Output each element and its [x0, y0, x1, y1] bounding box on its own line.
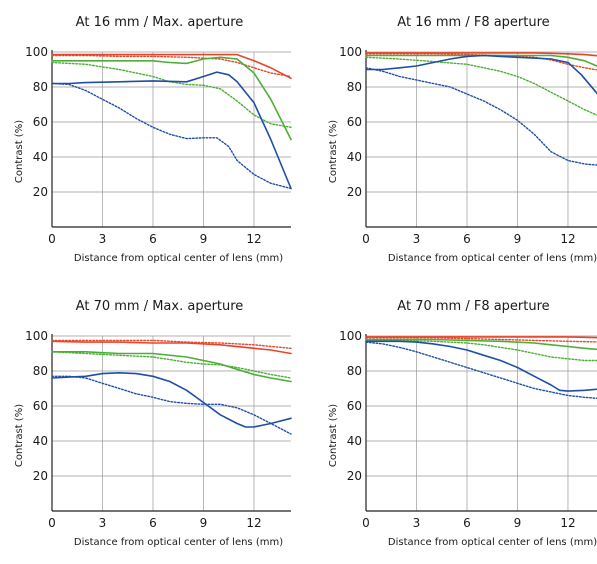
y-tick-label: 60: [33, 115, 48, 129]
x-axis-label: Distance from optical center of lens (mm…: [388, 537, 597, 548]
y-tick-label: 100: [339, 45, 362, 59]
chart-panel-70mm-max: At 70 mm / Max. aperture 20 40 60 80 100 0 3 6 9 1…: [0, 284, 298, 564]
x-tick-label: 12: [560, 516, 575, 530]
series-line-red-solid: [365, 52, 597, 57]
y-tick-label: 20: [347, 469, 362, 483]
series-line-green-dotted: [365, 56, 597, 116]
series-line-blue-dotted: [365, 67, 597, 166]
series-line-blue-dotted: [51, 82, 292, 190]
x-tick-label: 6: [463, 516, 471, 530]
x-tick-label: 3: [99, 516, 107, 530]
x-axis-label: Distance from optical center of lens (mm…: [74, 253, 283, 264]
series-line-green-dotted: [51, 351, 292, 379]
y-axis-label: Contrast (%): [14, 120, 25, 183]
chart-panel-16mm-f8: At 16 mm / F8 aperture 20 40 60 80 100 0 3 6 9 12 D…: [314, 0, 597, 280]
series-line-red-dotted: [51, 54, 292, 78]
series-line-red-solid: [365, 336, 597, 339]
series-line-blue-solid: [51, 71, 292, 190]
chart-svg-16mm-max: At 16 mm / Max. aperture 20 40 60 80 100 0 3 6 9 1…: [14, 15, 292, 264]
x-tick-label: 9: [514, 232, 522, 246]
series-line-green-dotted: [365, 339, 597, 362]
series-line-green-solid: [51, 351, 292, 383]
y-tick-label: 40: [347, 150, 362, 164]
x-tick-label: 3: [413, 232, 421, 246]
y-tick-label: 100: [25, 45, 48, 59]
series-line-green-solid: [365, 54, 597, 67]
series-line-blue-solid: [365, 54, 597, 95]
chart-svg-70mm-f8: At 70 mm / F8 aperture 20 40 60 80 100 0 3 6 9 12 D…: [328, 299, 597, 548]
y-axis-label: Contrast (%): [14, 404, 25, 467]
y-tick-label: 100: [339, 329, 362, 343]
series-line-green-solid: [51, 56, 292, 141]
x-tick-label: 9: [200, 232, 208, 246]
x-tick-label: 0: [362, 232, 370, 246]
chart-title: At 70 mm / Max. aperture: [76, 299, 244, 314]
series-line-blue-solid: [365, 340, 597, 392]
x-tick-label: 9: [514, 516, 522, 530]
series-line-red-dotted: [51, 339, 292, 350]
chart-title: At 70 mm / F8 aperture: [397, 299, 549, 314]
y-tick-label: 20: [347, 185, 362, 199]
x-tick-label: 9: [200, 516, 208, 530]
chart-title: At 16 mm / F8 aperture: [397, 15, 549, 30]
x-axis-label: Distance from optical center of lens (mm…: [74, 537, 283, 548]
chart-svg-16mm-f8: At 16 mm / F8 aperture 20 40 60 80 100 0 3 6 9 12 D…: [328, 15, 597, 264]
y-axis-label: Contrast (%): [328, 120, 339, 183]
x-tick-label: 6: [463, 232, 471, 246]
y-tick-label: 60: [347, 399, 362, 413]
chart-title: At 16 mm / Max. aperture: [76, 15, 244, 30]
x-tick-label: 0: [48, 232, 56, 246]
y-tick-label: 40: [347, 434, 362, 448]
x-axis-label: Distance from optical center of lens (mm…: [388, 253, 597, 264]
y-tick-label: 80: [347, 364, 362, 378]
series-line-red-dotted: [365, 53, 597, 71]
y-tick-label: 100: [25, 329, 48, 343]
y-axis-label: Contrast (%): [328, 404, 339, 467]
x-tick-label: 6: [149, 516, 157, 530]
x-tick-label: 3: [99, 232, 107, 246]
x-tick-label: 0: [362, 516, 370, 530]
y-tick-label: 40: [33, 150, 48, 164]
y-tick-label: 80: [33, 80, 48, 94]
chart-panel-70mm-f8: At 70 mm / F8 aperture 20 40 60 80 100 0 3 6 9 12 D…: [314, 284, 597, 564]
y-tick-label: 60: [347, 115, 362, 129]
x-tick-label: 0: [48, 516, 56, 530]
y-tick-label: 80: [33, 364, 48, 378]
chart-panel-16mm-max: At 16 mm / Max. aperture 20 40 60 80 100 0 3 6 9 1…: [0, 0, 298, 280]
x-tick-label: 12: [560, 232, 575, 246]
series-line-blue-dotted: [51, 375, 292, 435]
series-line-red-solid: [51, 340, 292, 355]
series-line-blue-solid: [51, 372, 292, 428]
series-line-blue-dotted: [365, 341, 597, 400]
series-line-green-solid: [365, 338, 597, 351]
y-tick-label: 60: [33, 399, 48, 413]
y-tick-label: 20: [33, 185, 48, 199]
x-tick-label: 12: [246, 232, 261, 246]
series-line-red-solid: [51, 53, 292, 80]
chart-svg-70mm-max: At 70 mm / Max. aperture 20 40 60 80 100 0 3 6 9 1…: [14, 299, 292, 548]
x-tick-label: 6: [149, 232, 157, 246]
series-line-red-dotted: [365, 337, 597, 343]
x-tick-label: 12: [246, 516, 261, 530]
y-tick-label: 80: [347, 80, 362, 94]
y-tick-label: 40: [33, 434, 48, 448]
series-line-green-dotted: [51, 61, 292, 129]
x-tick-label: 3: [413, 516, 421, 530]
y-tick-label: 20: [33, 469, 48, 483]
